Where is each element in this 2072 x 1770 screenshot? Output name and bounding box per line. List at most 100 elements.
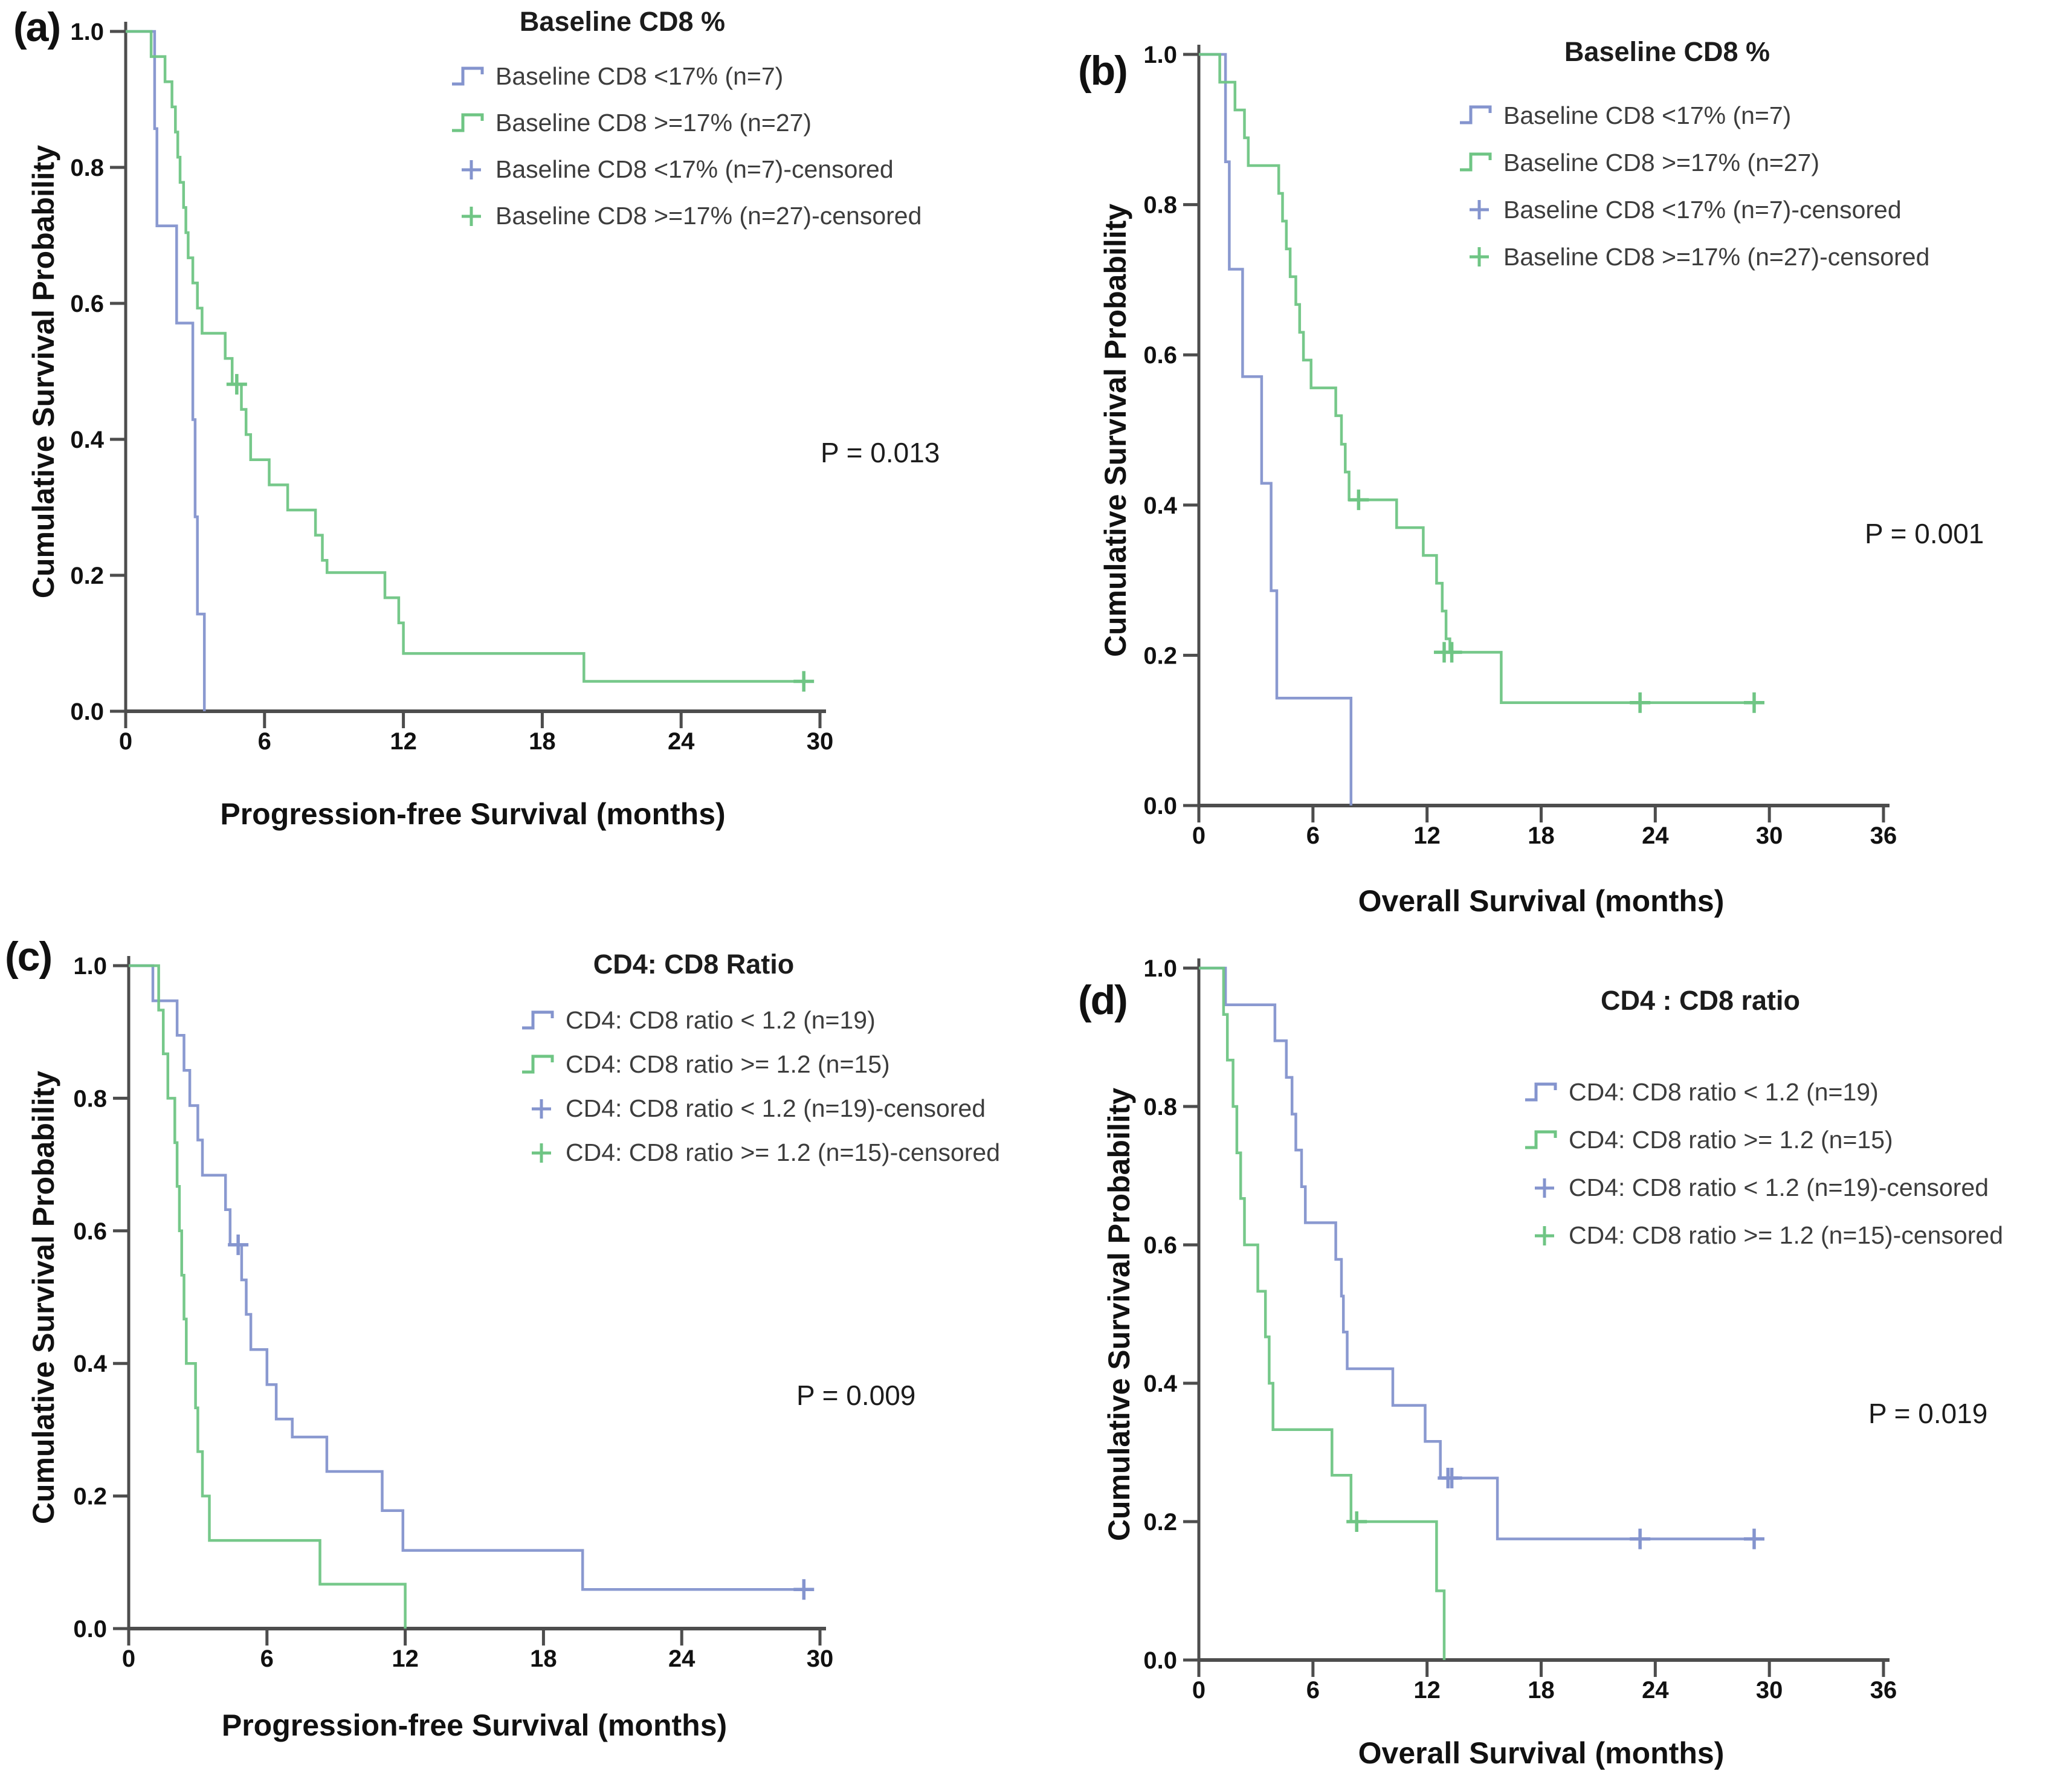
x-tick-label: 24 [1642,1677,1669,1704]
legend-label: CD4: CD8 ratio >= 1.2 (n=15)-censored [1569,1221,2004,1249]
y-tick-label: 0.4 [1143,493,1177,519]
km-step-path [1199,966,1446,1660]
step-line-icon [1525,1130,1557,1149]
censored-plus-mark [1630,692,1651,713]
legend-entry: Baseline CD8 <17% (n=7) [1459,92,1929,139]
plus-glyph [1535,1226,1554,1245]
x-tick-label: 18 [529,728,556,755]
p-value-label: P = 0.001 [1865,518,1984,549]
legend-label: Baseline CD8 >=17% (n=27)-censored [495,202,922,230]
step-line-icon [452,113,484,132]
panel-letter: (c) [5,934,53,980]
km-plot: 0.0 0.2 0.4 0.6 0.8 1.0 0 6 12 18 24 30 36 [1143,955,1897,1704]
y-tick-label: 1.0 [1143,42,1177,68]
legend-entry: CD4: CD8 ratio >= 1.2 (n=15) [521,1042,1000,1087]
x-axis-label: Overall Survival (months) [1358,884,1725,918]
x-tick-label: 12 [392,1646,419,1672]
chart-title: Baseline CD8 % [1564,36,1770,67]
censored-plus-icon [532,1143,551,1163]
y-tick-label: 0.4 [1143,1371,1177,1397]
x-axis-label: Progression-free Survival (months) [221,1708,728,1742]
legend-entry: Baseline CD8 >=17% (n=27) [451,100,921,146]
x-tick-label: 30 [807,728,834,755]
panel-letter: (d) [1078,977,1128,1023]
y-tick-label: 0.8 [1143,1094,1177,1120]
axes: 0.0 0.2 0.4 0.6 0.8 1.0 0 6 12 18 24 30 36 [1143,42,1897,849]
p-value-label: P = 0.009 [796,1380,916,1411]
survival-curve-green [129,964,407,1629]
plus-glyph [462,206,481,226]
step-line-icon [1460,105,1492,124]
km-step-path [1199,53,1353,806]
censor-marks-green [226,373,815,692]
legend-label: Baseline CD8 <17% (n=7)-censored [1503,195,1902,224]
y-tick-label: 0.6 [70,291,104,317]
survival-curve-blue [1199,53,1353,806]
y-tick-label: 1.0 [1143,955,1177,982]
legend-entry: Baseline CD8 <17% (n=7)-censored [451,146,921,193]
y-tick-label: 0.2 [1143,642,1177,669]
legend-entry: CD4: CD8 ratio < 1.2 (n=19) [1524,1068,2003,1116]
x-tick-label: 12 [390,728,417,755]
legend-label: Baseline CD8 <17% (n=7) [1503,101,1792,129]
y-tick-label: 1.0 [70,19,104,45]
x-tick-label: 24 [668,1646,696,1672]
censored-plus-mark [793,671,815,692]
p-value-label: P = 0.013 [821,437,940,468]
chart-title: CD4: CD8 Ratio [593,949,795,980]
km-plot: 0.0 0.2 0.4 0.6 0.8 1.0 0 6 12 18 24 30 [70,19,833,755]
legend-label: Baseline CD8 <17% (n=7)-censored [495,155,894,183]
x-tick-label: 36 [1870,1677,1897,1704]
step-line-icon [522,1010,554,1029]
x-tick-label: 6 [260,1646,274,1672]
survival-curve-green [1199,966,1446,1660]
y-tick-label: 0.2 [70,563,104,589]
km-plot: 0.0 0.2 0.4 0.6 0.8 1.0 0 6 12 18 24 30 [73,953,833,1672]
step-line-glyph [452,113,484,132]
panel-a: (a) Baseline CD8 % Cumulative Survival P… [0,0,1036,925]
x-tick-label: 12 [1413,1677,1441,1704]
y-tick-label: 0.2 [73,1484,107,1510]
step-line-glyph [1525,1130,1557,1149]
panel-d: (d) CD4 : CD8 ratio Cumulative Survival … [1036,925,2072,1770]
censored-plus-icon [1535,1178,1554,1198]
panel-b: (b) Baseline CD8 % Cumulative Survival P… [1036,0,2072,925]
legend-label: Baseline CD8 >=17% (n=27) [495,109,812,137]
survival-curve-blue [1199,966,1764,1549]
x-tick-label: 30 [807,1646,834,1672]
step-line-glyph [1460,105,1492,124]
step-line-glyph [1460,152,1492,172]
plus-glyph [1470,247,1489,266]
x-tick-label: 24 [1642,822,1669,849]
legend-label: CD4: CD8 ratio < 1.2 (n=19)-censored [1569,1174,1989,1201]
x-tick-label: 0 [122,1646,135,1672]
axes: 0.0 0.2 0.4 0.6 0.8 1.0 0 6 12 18 24 30 [70,19,833,755]
axes: 0.0 0.2 0.4 0.6 0.8 1.0 0 6 12 18 24 30 [73,953,833,1672]
km-step-path [126,30,808,683]
x-tick-label: 24 [668,728,695,755]
km-step-path [129,964,807,1591]
legend-entry: Baseline CD8 >=17% (n=27)-censored [1459,233,1929,280]
survival-curve-blue [129,964,815,1600]
censored-plus-mark [1441,642,1462,663]
legend-entry: Baseline CD8 >=17% (n=27) [1459,139,1929,186]
y-tick-label: 0.6 [1143,1232,1177,1259]
y-tick-label: 0.6 [73,1218,107,1245]
censored-plus-mark [1346,1511,1367,1532]
x-tick-label: 0 [1192,1677,1205,1704]
plus-glyph [462,160,481,179]
x-tick-label: 0 [1192,822,1205,849]
step-line-icon [1460,152,1492,172]
censored-plus-icon [532,1099,551,1119]
p-value-label: P = 0.019 [1868,1398,1988,1429]
x-axis-label: Progression-free Survival (months) [220,797,726,831]
legend-label: CD4: CD8 ratio < 1.2 (n=19)-censored [566,1094,986,1122]
km-step-path [129,964,407,1629]
chart-title: Baseline CD8 % [519,6,726,37]
survival-curve-blue [126,30,206,711]
censor-marks-green [1348,489,1764,713]
panel-c: (c) CD4: CD8 Ratio Cumulative Survival P… [0,925,1036,1770]
step-line-glyph [522,1010,554,1029]
censored-plus-mark [1743,692,1764,713]
